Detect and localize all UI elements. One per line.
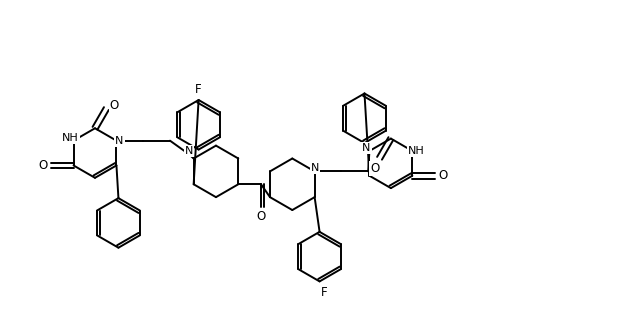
- Text: NH: NH: [62, 133, 79, 143]
- Text: N: N: [362, 143, 371, 153]
- Text: O: O: [370, 162, 379, 175]
- Text: O: O: [256, 210, 266, 223]
- Text: O: O: [38, 159, 47, 172]
- Text: F: F: [321, 286, 328, 299]
- Text: O: O: [438, 169, 448, 182]
- Text: N: N: [185, 146, 193, 156]
- Text: N: N: [115, 136, 123, 146]
- Text: O: O: [110, 99, 119, 112]
- Text: NH: NH: [408, 146, 425, 156]
- Text: N: N: [311, 163, 319, 173]
- Text: F: F: [196, 82, 202, 96]
